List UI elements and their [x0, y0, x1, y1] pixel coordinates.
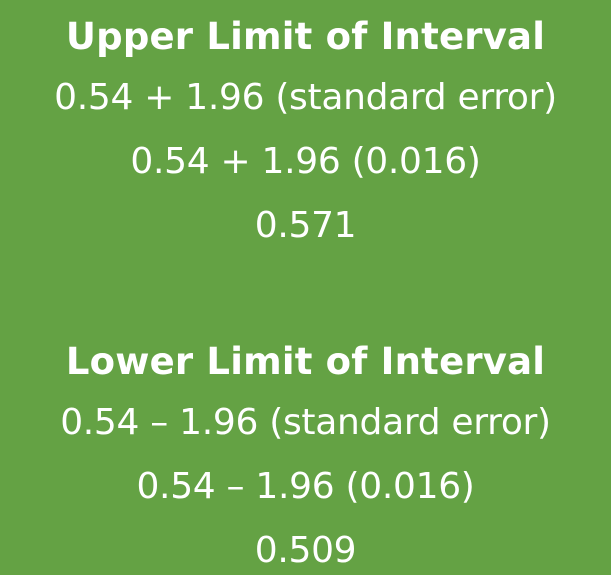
lower-substituted-line: 0.54 – 1.96 (0.016) — [136, 466, 475, 507]
lower-result-value: 0.509 — [254, 530, 357, 571]
upper-formula-line: 0.54 + 1.96 (standard error) — [54, 77, 557, 118]
upper-limit-heading: Upper Limit of Interval — [65, 15, 546, 58]
lower-limit-section: Lower Limit of Interval 0.54 – 1.96 (sta… — [0, 333, 611, 575]
upper-substituted-line: 0.54 + 1.96 (0.016) — [130, 141, 481, 182]
upper-result-value: 0.571 — [254, 205, 357, 246]
lower-limit-heading: Lower Limit of Interval — [65, 340, 546, 383]
lower-formula-line: 0.54 – 1.96 (standard error) — [60, 402, 551, 443]
upper-limit-section: Upper Limit of Interval 0.54 + 1.96 (sta… — [0, 8, 611, 258]
